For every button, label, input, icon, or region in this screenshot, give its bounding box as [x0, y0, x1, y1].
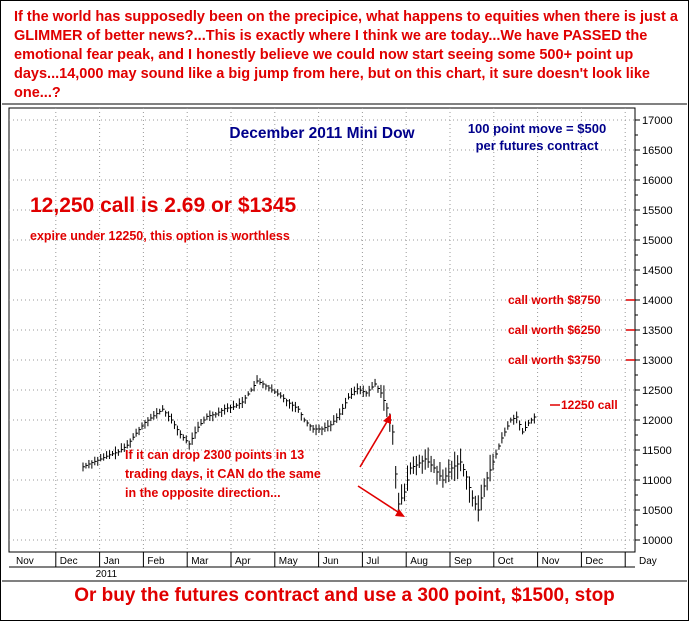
level-label: call worth $6250: [508, 323, 601, 337]
annotation-line: trading days, it CAN do the same: [125, 467, 321, 481]
y-tick-label: 12000: [642, 415, 673, 427]
x-month-label: Dec: [585, 556, 603, 567]
y-tick-label: 14500: [642, 265, 673, 277]
price-bars: [82, 375, 537, 522]
y-tick-label: 16000: [642, 175, 673, 187]
x-month-label: Nov: [16, 556, 34, 567]
x-month-label: Jul: [366, 556, 379, 567]
annotation-line: in the opposite direction...: [125, 486, 281, 500]
level-label: 12250 call: [561, 398, 618, 412]
x-month-label: Aug: [410, 556, 428, 567]
y-tick-label: 11500: [642, 445, 672, 457]
x-month-label: May: [279, 556, 298, 567]
x-month-label: Oct: [498, 556, 514, 567]
y-tick-label: 15000: [642, 235, 673, 247]
x-month-label: Mar: [191, 556, 209, 567]
y-tick-label: 13500: [642, 325, 673, 337]
drop-annotation: If it can drop 2300 points in 13 trading …: [125, 448, 321, 500]
x-month-label: Feb: [147, 556, 165, 567]
x-month-label: Jan: [104, 556, 120, 567]
x-month-label: Nov: [542, 556, 560, 567]
x-month-label: Apr: [235, 556, 251, 567]
y-tick-label: 17000: [642, 115, 673, 127]
y-tick-label: 16500: [642, 145, 673, 157]
annotation-line: If it can drop 2300 points in 13: [125, 448, 304, 462]
header-commentary: If the world has supposedly been on the …: [14, 9, 678, 101]
x-month-label: Sep: [454, 556, 472, 567]
level-labels: call worth $8750 call worth $6250 call wor…: [508, 293, 635, 412]
level-label: call worth $8750: [508, 293, 601, 307]
x-month-label: Dec: [60, 556, 78, 567]
level-label: call worth $3750: [508, 353, 601, 367]
note-line: 100 point move = $500: [468, 121, 606, 136]
annotation-arrows: [357, 414, 405, 517]
y-tick-label: 15500: [642, 205, 673, 217]
y-tick-label: 13000: [642, 355, 673, 367]
call-price-callout: 12,250 call is 2.69 or $1345: [30, 194, 297, 217]
point-value-note: 100 point move = $500 per futures contrac…: [468, 121, 606, 153]
expiry-note: expire under 12250, this option is worth…: [30, 229, 290, 243]
x-month-label: Jun: [323, 556, 339, 567]
y-tick-label: 11000: [642, 475, 672, 487]
grid-lines: [9, 108, 635, 552]
x-axis: Nov Dec Jan Feb Mar Apr May Jun Jul Aug Sep Oct Nov D…: [9, 551, 657, 580]
x-unit-label: Day: [639, 556, 657, 567]
y-tick-label: 10500: [642, 505, 673, 517]
y-axis: 10000 10500 11000 11500 12000 12500 13000 13500…: [635, 115, 673, 547]
y-tick-label: 10000: [642, 535, 673, 547]
x-year-label: 2011: [96, 569, 118, 580]
footer-stop-note: Or buy the futures contract and use a 30…: [74, 585, 615, 606]
y-tick-label: 12500: [642, 385, 673, 397]
note-line: per futures contract: [476, 138, 599, 153]
y-tick-label: 14000: [642, 295, 673, 307]
chart-title: December 2011 Mini Dow: [229, 125, 415, 142]
